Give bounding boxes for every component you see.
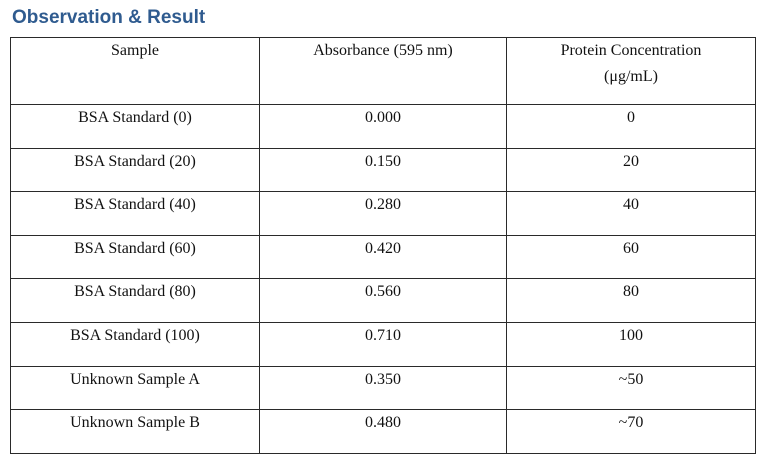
absorbance-cell: 0.280 <box>259 191 507 236</box>
sample-cell: Unknown Sample B <box>10 409 260 454</box>
section-heading: Observation & Result <box>12 7 206 28</box>
table-row: BSA Standard (40) 0.280 40 <box>10 191 756 236</box>
sample-cell: BSA Standard (20) <box>10 147 260 193</box>
concentration-cell: 100 <box>506 321 756 367</box>
table-row: BSA Standard (20) 0.150 20 <box>10 147 756 193</box>
sample-cell: BSA Standard (40) <box>10 191 260 236</box>
concentration-cell: 0 <box>506 104 756 149</box>
column-header-sample: Sample <box>10 37 260 105</box>
table-header-row: Sample Absorbance (595 nm) Protein Conce… <box>10 37 756 105</box>
absorbance-cell: 0.420 <box>259 234 507 280</box>
sample-cell: BSA Standard (100) <box>10 321 260 367</box>
sample-cell: BSA Standard (0) <box>10 104 260 149</box>
table-row: BSA Standard (60) 0.420 60 <box>10 234 756 280</box>
table-row: BSA Standard (80) 0.560 80 <box>10 278 756 323</box>
concentration-cell: 40 <box>506 191 756 236</box>
concentration-cell: ~70 <box>506 409 756 454</box>
absorbance-cell: 0.710 <box>259 321 507 367</box>
concentration-cell: 20 <box>506 147 756 193</box>
table-row: BSA Standard (100) 0.710 100 <box>10 321 756 367</box>
results-table: Sample Absorbance (595 nm) Protein Conce… <box>10 37 756 454</box>
absorbance-cell: 0.000 <box>259 104 507 149</box>
absorbance-cell: 0.150 <box>259 147 507 193</box>
concentration-cell: 80 <box>506 278 756 323</box>
table-row: Unknown Sample B 0.480 ~70 <box>10 409 756 454</box>
absorbance-cell: 0.350 <box>259 365 507 411</box>
sample-cell: Unknown Sample A <box>10 365 260 411</box>
absorbance-cell: 0.480 <box>259 409 507 454</box>
table-row: BSA Standard (0) 0.000 0 <box>10 104 756 149</box>
table-row: Unknown Sample A 0.350 ~50 <box>10 365 756 411</box>
sample-cell: BSA Standard (60) <box>10 234 260 280</box>
sample-cell: BSA Standard (80) <box>10 278 260 323</box>
concentration-cell: 60 <box>506 234 756 280</box>
absorbance-cell: 0.560 <box>259 278 507 323</box>
concentration-cell: ~50 <box>506 365 756 411</box>
column-header-absorbance: Absorbance (595 nm) <box>259 37 507 105</box>
column-header-concentration: Protein Concentration (μg/mL) <box>506 37 756 105</box>
